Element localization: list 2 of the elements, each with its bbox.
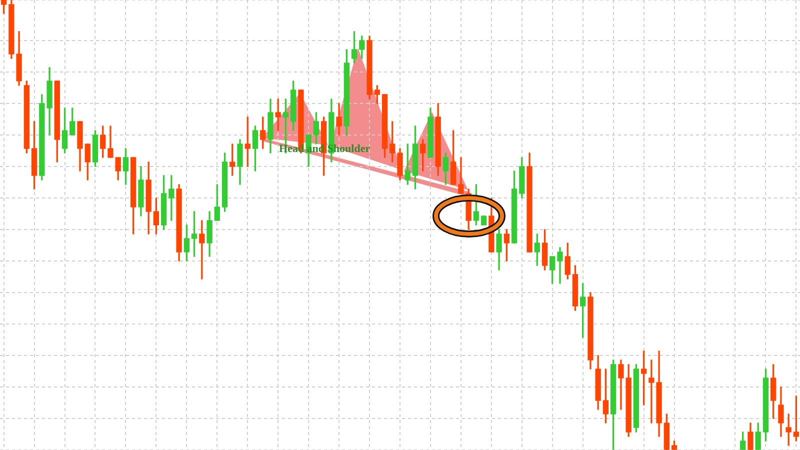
candlestick (786, 414, 792, 446)
candlestick (168, 175, 174, 221)
